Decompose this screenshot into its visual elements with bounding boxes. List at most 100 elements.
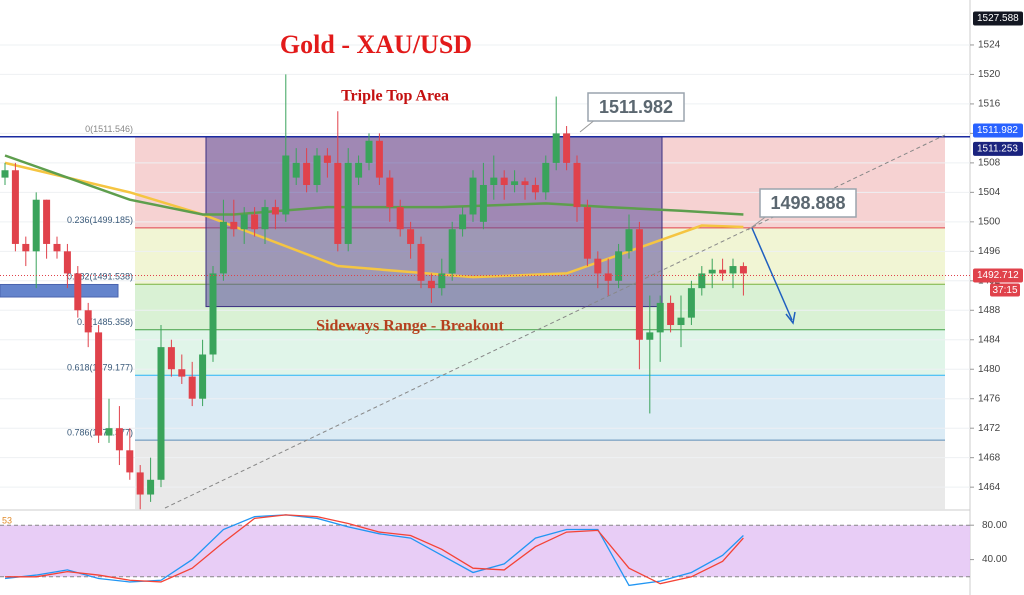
candle-body	[604, 273, 612, 281]
price-tag	[973, 11, 1023, 26]
candle-body	[667, 302, 675, 326]
stoch-line	[5, 514, 744, 585]
candle-body	[261, 207, 269, 230]
moving-average	[4, 161, 744, 279]
callout-box	[587, 92, 685, 122]
candle-body	[95, 332, 103, 436]
forecast-arrow	[751, 227, 793, 321]
candle-body	[531, 184, 539, 193]
candle-body	[188, 376, 196, 399]
y-tick-label: 40.00	[982, 554, 1007, 565]
candle-body	[147, 479, 155, 495]
candle-body	[251, 214, 259, 230]
candle-body	[583, 207, 591, 259]
candle-body	[365, 140, 373, 163]
candle-body	[344, 162, 352, 244]
candle-body	[552, 133, 560, 163]
candle-body	[635, 229, 643, 340]
candle-body	[698, 273, 706, 289]
price-tag-label: 1511.982	[977, 125, 1018, 136]
candle-body	[469, 177, 477, 215]
price-tag-label: 1492.712	[977, 270, 1019, 281]
candle-body	[511, 181, 519, 185]
candle-body	[271, 207, 279, 215]
stoch-line	[4, 514, 744, 587]
y-tick-label: 1488	[978, 305, 1001, 316]
y-tick-label: 1476	[978, 393, 1001, 404]
callout-label: 1511.982	[599, 97, 673, 117]
fib-zone	[135, 329, 945, 376]
y-tick-label: 1468	[978, 452, 1001, 463]
candle-body	[677, 317, 685, 326]
candle-body	[739, 266, 747, 274]
y-tick-label: 1520	[978, 69, 1001, 80]
price-tag-label: 1511.253	[977, 144, 1018, 155]
y-tick-label: 80.00	[982, 520, 1007, 531]
price-tag	[973, 141, 1023, 156]
candle-body	[74, 273, 82, 311]
y-tick-label: 1524	[978, 40, 1001, 51]
candle-body	[22, 243, 30, 252]
annotation: Triple Top Area	[341, 88, 449, 105]
candle-body	[230, 221, 238, 230]
candle-body	[136, 472, 144, 495]
candle-body	[105, 428, 113, 436]
candle-body	[656, 302, 664, 333]
candle-body	[157, 347, 165, 480]
candle-body	[542, 162, 550, 193]
candle-body	[459, 214, 467, 230]
candle-body	[313, 155, 321, 185]
price-axis-bg	[970, 0, 1024, 595]
stoch-band	[0, 525, 970, 577]
candle-body	[63, 251, 71, 274]
candle-body	[355, 162, 363, 178]
countdown-tag	[990, 283, 1020, 297]
price-tag	[973, 123, 1023, 138]
y-tick-label: 1484	[978, 334, 1001, 345]
candle-body	[729, 266, 737, 274]
callout-box	[759, 188, 857, 218]
candle-body	[1, 170, 9, 178]
candle-body	[282, 155, 290, 215]
candle-body	[521, 181, 529, 185]
candle-body	[334, 162, 342, 244]
y-tick-label: 1472	[978, 423, 1001, 434]
candle-body	[219, 221, 227, 274]
candle-body	[323, 155, 331, 163]
moving-average	[4, 154, 744, 216]
fib-label: 0(1511.546)	[85, 124, 133, 134]
candle-body	[500, 177, 508, 185]
annotation: Sideways Range - Breakout	[316, 318, 504, 335]
candle-body	[448, 229, 456, 274]
candle-body	[43, 199, 51, 244]
candle-body	[594, 258, 602, 274]
y-tick-label: 1464	[978, 482, 1001, 493]
candle-body	[32, 199, 40, 252]
candle-body	[53, 243, 61, 252]
candle-body	[427, 280, 435, 289]
y-tick-label: 1516	[978, 99, 1001, 110]
candle-body	[199, 354, 207, 399]
candle-body	[209, 273, 217, 355]
fib-label: 0.236(1499.185)	[67, 215, 133, 225]
support-box	[0, 283, 119, 298]
candle-body	[417, 243, 425, 281]
y-tick-label: 1500	[978, 216, 1001, 227]
candle-body	[719, 269, 727, 274]
candle-body	[126, 450, 134, 473]
candle-body	[407, 229, 415, 244]
candle-body	[563, 133, 571, 163]
candle-body	[84, 310, 92, 333]
candle-body	[292, 162, 300, 178]
price-tag	[973, 268, 1023, 283]
fib-label: 0.5(1485.358)	[77, 317, 133, 327]
candle-body	[573, 162, 581, 208]
candle-body	[178, 369, 186, 377]
candle-body	[240, 214, 248, 230]
candle-body	[115, 428, 123, 451]
candle-body	[625, 229, 633, 252]
callout-label: 1498.888	[770, 193, 845, 213]
candle-body	[687, 288, 695, 318]
